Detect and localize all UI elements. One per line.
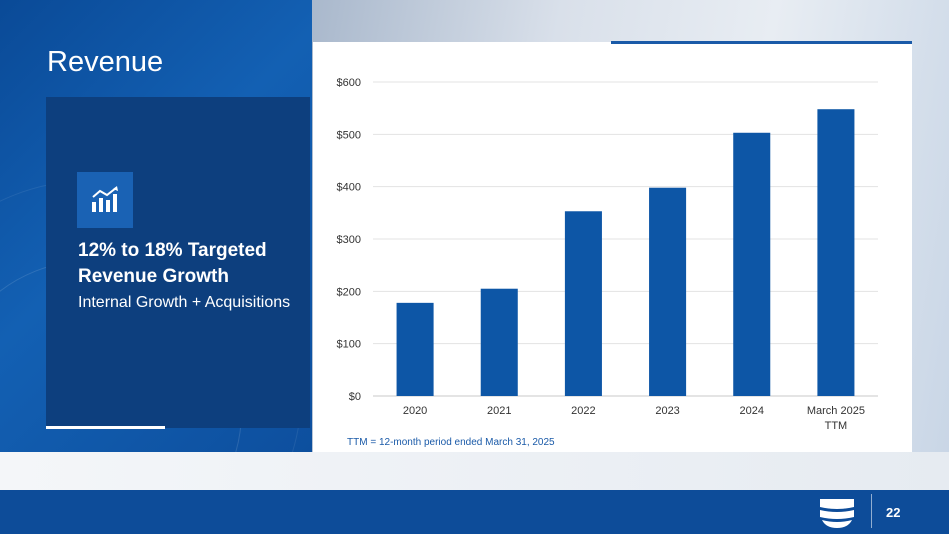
highlight-panel: 12% to 18% Targeted Revenue Growth Inter…	[46, 97, 310, 428]
y-tick-label: $400	[337, 182, 361, 194]
y-tick-label: $100	[337, 339, 361, 351]
company-logo-icon	[818, 497, 856, 534]
revenue-bar-chart: $0 $100 $200 $300 $400 $500 $600 2020 2021 2022 20…	[337, 77, 878, 432]
x-tick-label: 2021	[487, 405, 511, 417]
x-tick-label: 2020	[403, 405, 427, 417]
footer-divider	[871, 494, 872, 528]
bar	[564, 211, 602, 396]
x-tick-label: 2024	[740, 405, 764, 417]
growth-target-subheading: Internal Growth + Acquisitions	[78, 294, 291, 311]
y-tick-label: $200	[337, 286, 361, 298]
footer-bar	[0, 490, 949, 534]
growth-target-heading: 12% to 18% Targeted Revenue Growth	[78, 240, 267, 287]
bar	[733, 132, 771, 396]
x-tick-label: TTM	[825, 420, 848, 432]
bar	[817, 109, 855, 397]
x-tick-label: 2023	[655, 405, 679, 417]
y-tick-label: $600	[337, 77, 361, 89]
chart-accent-bar	[611, 41, 912, 44]
y-tick-label: $500	[337, 129, 361, 141]
chart-footnote: TTM = 12-month period ended March 31, 20…	[347, 437, 555, 448]
bar	[396, 302, 434, 396]
x-tick-label: March 2025	[807, 405, 865, 417]
bar	[480, 288, 518, 396]
slide-title: Revenue	[47, 46, 164, 78]
page-number: 22	[886, 505, 901, 520]
background-strip	[0, 452, 949, 490]
y-tick-label: $300	[337, 234, 361, 246]
revenue-chart-card: $0 $100 $200 $300 $400 $500 $600 2020 2021 2022 20…	[313, 42, 912, 452]
y-tick-label: $0	[349, 391, 361, 403]
x-tick-label: 2022	[571, 405, 595, 417]
bar-chart-trend-icon	[77, 172, 133, 228]
bar	[649, 187, 687, 396]
panel-accent-line	[46, 426, 165, 429]
